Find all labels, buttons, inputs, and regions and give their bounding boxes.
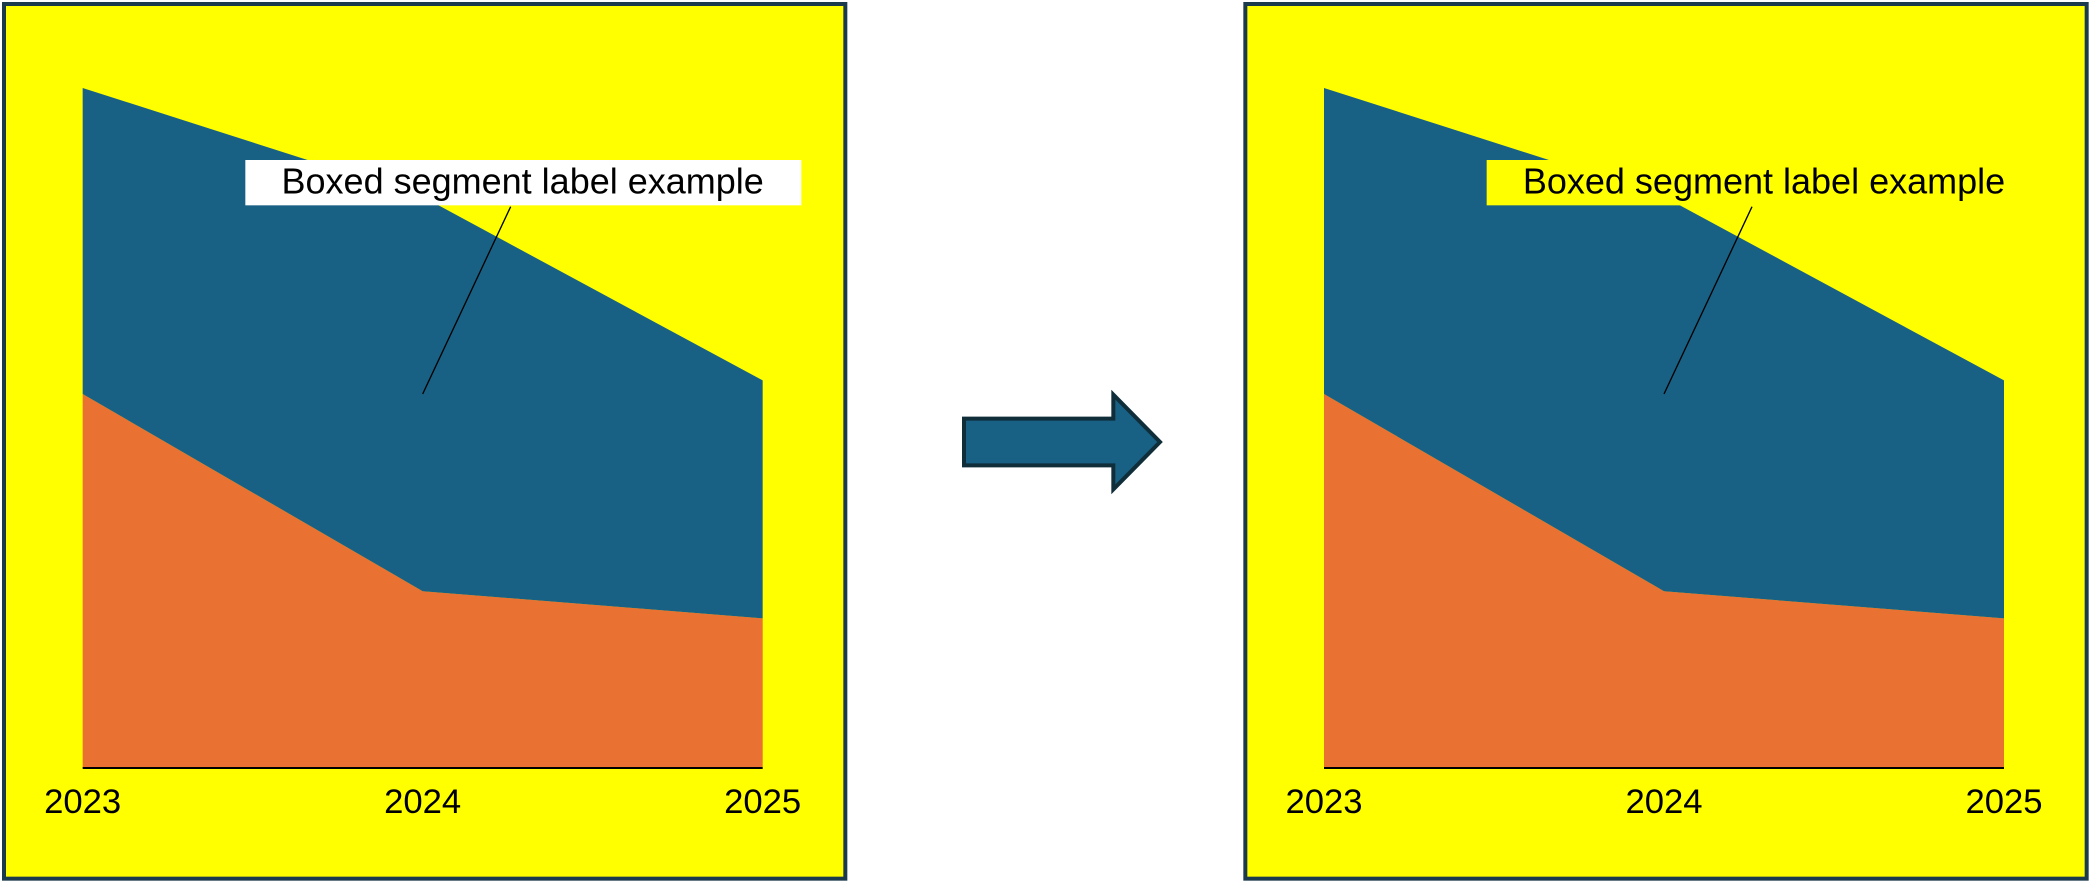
area [82,394,763,768]
x-tick-label: 2023 [1285,783,1362,821]
annotation-leader [422,206,512,395]
annotation-label: Boxed segment label example [1523,161,2005,202]
area [82,88,763,619]
arrow [962,389,1163,495]
annotation-leader [1663,206,1753,395]
x-tick-label: 2025 [724,783,801,821]
area [1324,88,2004,619]
x-tick-label: 2023 [44,783,121,821]
annotation-label: Boxed segment label example [282,161,764,202]
chart-panel: 2023 2024 2025 Boxed segment label example [2,2,848,881]
chart-panel: 2023 2024 2025 Boxed segment label example [1243,2,2089,881]
x-tick-label: 2024 [1625,783,1702,821]
area [1324,394,2004,768]
annotation-box [1486,160,2043,206]
x-tick-label: 2024 [384,783,461,821]
x-tick-label: 2025 [1965,783,2042,821]
annotation-box [245,160,802,206]
